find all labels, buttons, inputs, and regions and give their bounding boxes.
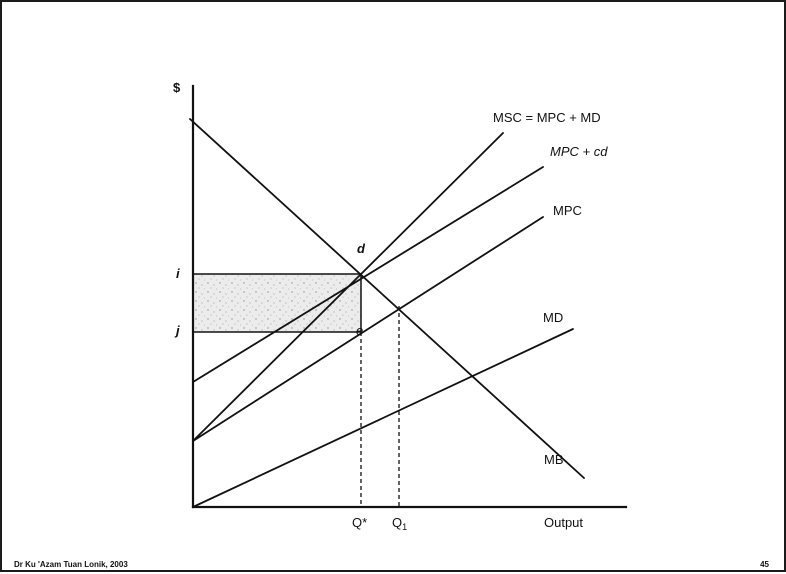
- point-d-label: d: [357, 241, 366, 256]
- y-axis-label: $: [173, 80, 181, 95]
- mpc-cd-label: MPC + cd: [550, 144, 608, 159]
- q1-label-subscript: 1: [402, 522, 407, 532]
- mpc-curve: [192, 216, 544, 442]
- price-i-label: i: [176, 266, 180, 281]
- price-j-label: j: [174, 323, 180, 338]
- page-number: 45: [760, 560, 769, 569]
- footer-credit: Dr Ku 'Azam Tuan Lonik, 2003: [14, 560, 128, 569]
- mb-curve: [189, 118, 585, 479]
- q1-label: Q1: [392, 515, 407, 532]
- mpc-label: MPC: [553, 203, 582, 218]
- msc-label: MSC = MPC + MD: [493, 110, 601, 125]
- md-label: MD: [543, 310, 563, 325]
- point-e-label: e: [356, 323, 363, 338]
- q1-label-base: Q: [392, 515, 402, 530]
- shaded-tax-area: [193, 274, 361, 332]
- md-curve: [192, 328, 574, 508]
- mb-label: MB: [544, 452, 564, 467]
- mpc-cd-curve: [192, 166, 544, 383]
- x-axis-label: Output: [544, 515, 583, 530]
- qstar-label: Q*: [352, 515, 367, 530]
